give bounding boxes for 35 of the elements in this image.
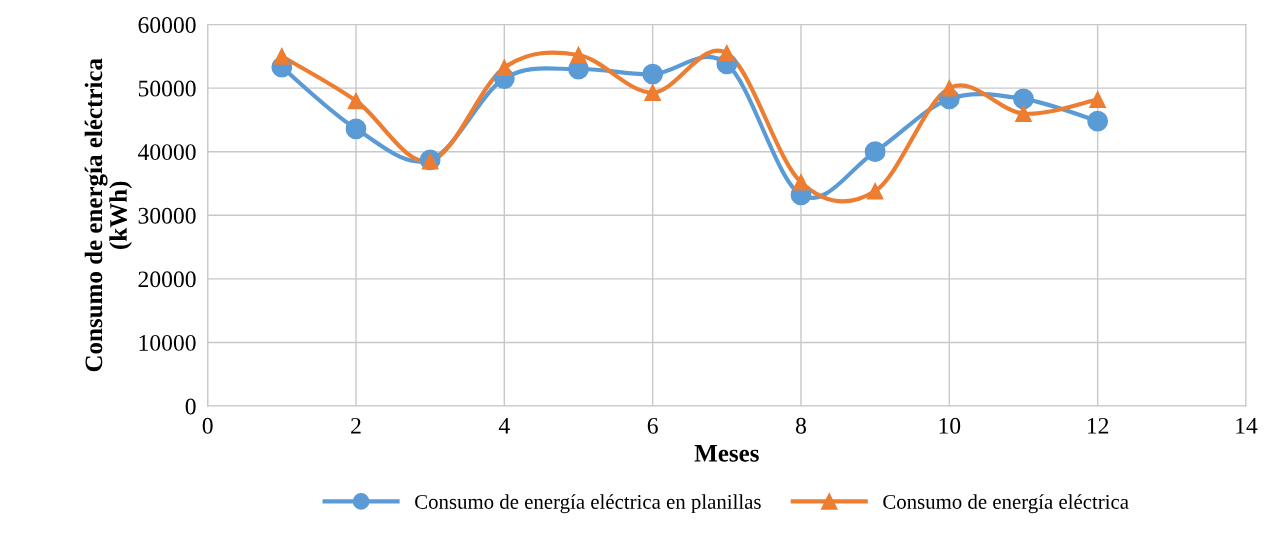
y-tick-label: 60000	[138, 17, 196, 33]
point	[273, 47, 291, 65]
y-tick-label: 50000	[138, 80, 196, 97]
y-tick-label: 30000	[138, 207, 196, 224]
point	[1015, 105, 1032, 122]
x-tick-label: 0	[202, 417, 213, 434]
point	[792, 173, 810, 191]
point	[495, 59, 513, 77]
x-tick-label: 8	[795, 417, 806, 434]
point	[345, 118, 367, 140]
y-tick-label: 10000	[139, 334, 196, 351]
point	[1013, 88, 1034, 110]
point	[940, 79, 958, 97]
point	[1089, 91, 1106, 108]
point	[347, 92, 365, 110]
x-axis-title: Meses	[694, 445, 759, 462]
point	[644, 84, 661, 101]
point	[866, 182, 884, 200]
x-tick-label: 4	[498, 417, 510, 434]
x-tick-label: 12	[1087, 417, 1109, 434]
legend-label: Consumo de energía eléctrica	[883, 494, 1129, 514]
legend-label: Consumo de energía eléctrica en planillas	[415, 494, 761, 514]
point	[642, 63, 664, 85]
y-axis-title: Consumo de energía eléctrica (kWh)	[84, 58, 132, 372]
x-tick-label: 14	[1236, 417, 1258, 434]
y-tick-label: 40000	[137, 144, 196, 161]
y-tick-label: 20000	[138, 271, 196, 288]
point	[570, 46, 587, 64]
point	[718, 44, 736, 62]
x-tick-label: 10	[939, 417, 961, 434]
x-tick-label: 2	[351, 417, 361, 434]
y-tick-label: 0	[185, 398, 196, 415]
point	[864, 141, 886, 163]
point	[1087, 110, 1109, 132]
x-tick-label: 6	[647, 417, 658, 434]
